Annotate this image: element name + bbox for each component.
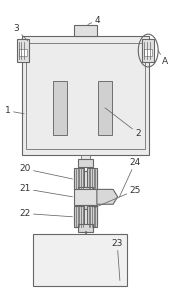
Bar	[17, 39, 29, 62]
Text: 3: 3	[13, 25, 28, 41]
Bar	[78, 159, 93, 167]
Bar	[81, 155, 90, 159]
Bar	[74, 189, 97, 205]
Bar	[74, 168, 84, 190]
Bar	[22, 36, 149, 155]
Bar	[78, 205, 93, 211]
Bar	[87, 168, 97, 190]
Bar	[33, 234, 127, 286]
Bar	[74, 206, 84, 228]
Text: 20: 20	[19, 164, 72, 179]
Text: 25: 25	[94, 186, 141, 208]
Bar	[19, 48, 27, 56]
Bar	[87, 206, 97, 228]
Text: A: A	[158, 51, 168, 66]
Text: 1: 1	[5, 106, 24, 115]
Polygon shape	[97, 189, 118, 204]
Bar	[74, 171, 97, 187]
Text: 2: 2	[105, 108, 141, 138]
Bar	[26, 43, 145, 149]
Bar	[78, 225, 93, 232]
Text: 24: 24	[119, 158, 141, 197]
Bar	[142, 39, 154, 62]
Text: 23: 23	[112, 239, 123, 280]
Text: 22: 22	[19, 209, 72, 218]
Bar	[78, 187, 93, 193]
Bar	[74, 25, 97, 36]
Text: 4: 4	[88, 16, 100, 25]
Bar	[144, 48, 152, 56]
Bar	[98, 81, 112, 135]
Bar	[53, 81, 67, 135]
Bar	[74, 209, 97, 225]
Text: 21: 21	[19, 184, 72, 197]
